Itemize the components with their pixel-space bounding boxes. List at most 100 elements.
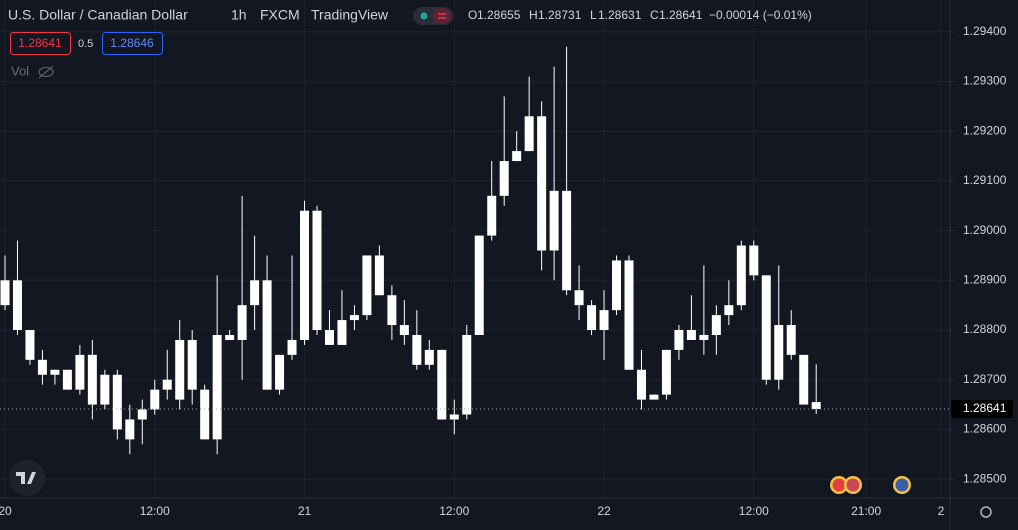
high-key: H <box>529 8 538 22</box>
candle-body <box>811 402 821 410</box>
x-tick-label: 12:00 <box>439 504 469 518</box>
y-tick-label: 1.29300 <box>963 74 1007 88</box>
open-value: 1.28655 <box>477 8 521 22</box>
candle-body <box>724 305 734 316</box>
settings-icon[interactable] <box>980 506 992 518</box>
logo-bg[interactable] <box>9 460 45 496</box>
candle-body <box>162 379 172 390</box>
interval[interactable]: 1h <box>231 7 247 23</box>
candle-body <box>549 190 559 251</box>
candle-body <box>736 245 746 306</box>
candle-body <box>150 389 160 410</box>
y-tick-label: 1.28900 <box>963 272 1007 286</box>
candle-body <box>125 419 135 440</box>
candle-body <box>287 339 297 355</box>
candle-body <box>524 116 534 152</box>
high-value: 1.28731 <box>538 8 582 22</box>
candle-body <box>574 290 584 306</box>
flag-ca <box>832 478 846 492</box>
last-price-box <box>951 400 1013 419</box>
candle-body <box>237 305 247 340</box>
candle-body <box>349 315 359 321</box>
candle-body <box>387 295 397 326</box>
low-key: L <box>590 8 597 22</box>
candle-body <box>112 374 122 430</box>
x-tick-label: 12:00 <box>739 504 769 518</box>
close-value: 1.28641 <box>659 8 703 22</box>
candle-body <box>636 369 646 400</box>
last-price-label: 1.28641 <box>963 401 1007 415</box>
candle-body <box>661 349 671 395</box>
candle-body <box>649 394 659 400</box>
candle-body <box>599 310 609 331</box>
candle-body <box>399 325 409 335</box>
x-tick-label: 12:00 <box>140 504 170 518</box>
eye-icon <box>38 67 54 77</box>
candle-body <box>612 260 622 311</box>
x-tick-label: 21:00 <box>851 504 881 518</box>
candle-body <box>25 330 35 360</box>
candle-body <box>337 320 347 345</box>
candle-body <box>774 325 784 380</box>
buy-button[interactable] <box>102 32 163 55</box>
candle-body <box>362 255 372 316</box>
change: −0.00014 (−0.01%) <box>709 8 812 22</box>
close-key: C <box>650 8 659 22</box>
market-open-dot <box>420 12 428 20</box>
y-tick-label: 1.28500 <box>963 471 1007 485</box>
candle-body <box>786 325 796 355</box>
candle-body <box>587 305 597 331</box>
candle-body <box>412 334 422 365</box>
candle-body <box>487 195 497 236</box>
candle-body <box>711 315 721 335</box>
symbol-title[interactable]: U.S. Dollar / Canadian Dollar <box>8 7 188 23</box>
candle-body <box>100 374 110 405</box>
open-key: O <box>468 8 477 22</box>
candle-body <box>686 330 696 340</box>
candle-body <box>761 275 771 380</box>
candle-body <box>62 369 72 390</box>
candle-body <box>175 339 185 400</box>
source: TradingView <box>311 7 389 23</box>
y-tick-label: 1.29400 <box>963 24 1007 38</box>
spread: 0.5 <box>78 38 93 50</box>
candle-body <box>300 210 310 340</box>
sell-button[interactable] <box>10 32 71 55</box>
y-tick-label: 1.29100 <box>963 173 1007 187</box>
candle-body <box>437 349 447 420</box>
candle-body <box>512 151 522 162</box>
low-value: 1.28631 <box>598 8 642 22</box>
eye-slash <box>38 65 54 79</box>
candle-body <box>75 354 85 390</box>
candle-body <box>324 330 334 345</box>
candle-body <box>474 235 484 335</box>
overlay: U.S. Dollar / Canadian Dollar 1h FXCM Tr… <box>0 7 1013 518</box>
hide-icon[interactable] <box>38 65 54 79</box>
candle-body <box>499 161 509 196</box>
candle-body <box>50 369 60 375</box>
candle-body <box>275 354 285 390</box>
y-tick-label: 1.28700 <box>963 372 1007 386</box>
x-tick-label: 21 <box>298 504 312 518</box>
candle-body <box>562 190 572 291</box>
y-tick-label: 1.29000 <box>963 223 1007 237</box>
candle-body <box>262 280 272 390</box>
bid-price: 1.28641 <box>18 36 62 50</box>
candle-body <box>250 280 260 306</box>
candle-body <box>225 334 235 340</box>
candle-body <box>699 334 709 340</box>
candle-body <box>187 339 197 390</box>
flag-us <box>895 478 909 492</box>
y-tick-label: 1.28600 <box>963 422 1007 436</box>
candle-body <box>424 349 434 365</box>
candle-body <box>87 354 97 405</box>
candle-body <box>137 409 147 420</box>
candle-body <box>312 210 322 331</box>
candle-body <box>537 116 547 251</box>
status-icon[interactable] <box>433 8 451 24</box>
candle-body <box>374 255 384 296</box>
volume-label[interactable]: Vol <box>11 63 29 78</box>
x-tick-label: 22 <box>597 504 611 518</box>
